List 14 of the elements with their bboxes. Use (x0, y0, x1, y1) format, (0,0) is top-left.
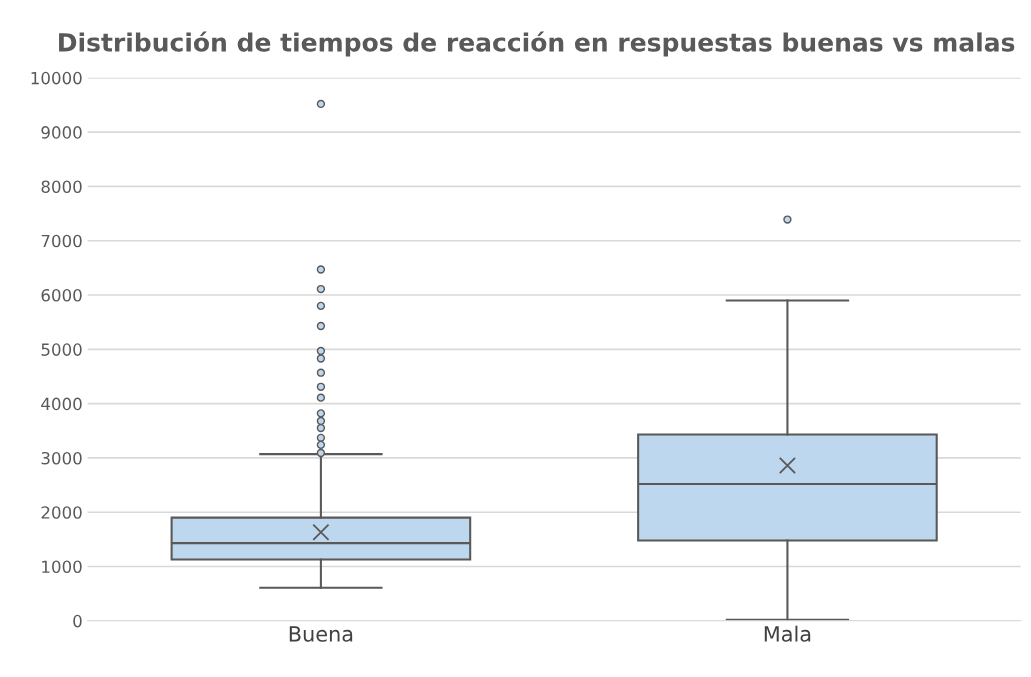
y-tick-label: 3000 (41, 451, 82, 465)
y-tick-label: 7000 (41, 234, 82, 248)
y-tick-label: 2000 (41, 506, 82, 519)
y-tick-label: 0 (73, 614, 82, 628)
y-tick-label: 10000 (31, 71, 82, 85)
x-tick-label: Buena (289, 626, 353, 642)
y-tick-label: 6000 (41, 289, 82, 302)
x-tick-label: Mala (764, 625, 811, 642)
y-tick-label: 9000 (41, 126, 82, 139)
y-tick-label: 5000 (41, 343, 82, 356)
y-tick-label: 8000 (41, 180, 82, 194)
y-tick-label: 4000 (41, 397, 82, 411)
y-tick-label: 1000 (42, 560, 82, 574)
chart-title: Distribución de tiempos de reacción en respuestas buenas vs malas (59, 31, 1015, 57)
